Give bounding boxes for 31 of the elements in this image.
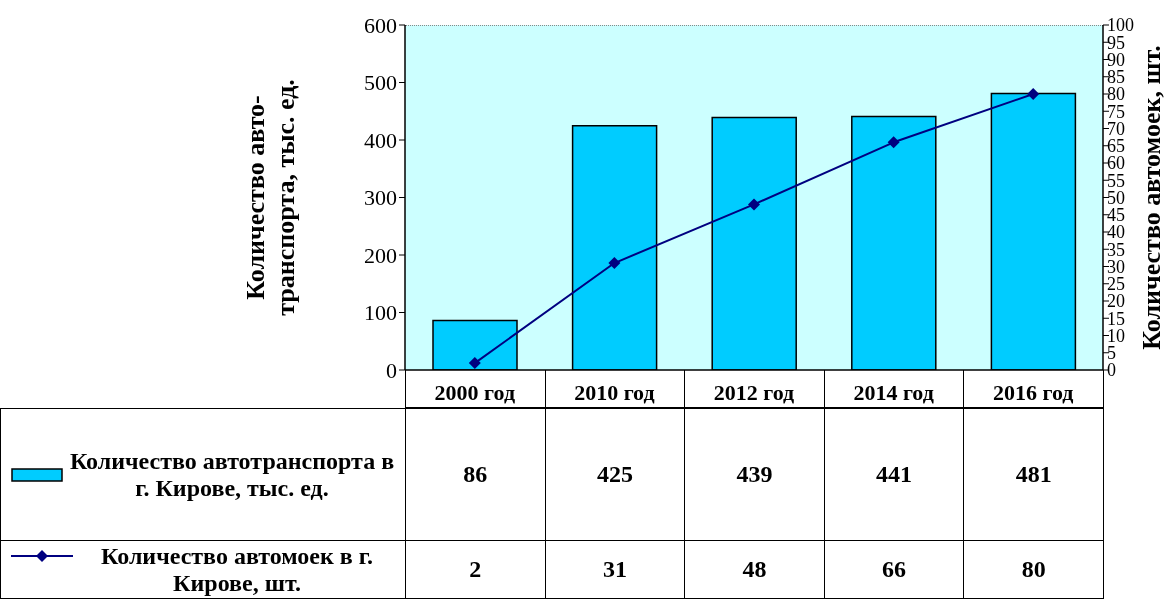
y-axis-title: Количество авто- транспорта, тыс. ед.: [241, 79, 300, 316]
data-label: 48: [684, 540, 825, 599]
legend-label: Количество автотранспорта в г. Кирове, тыс. ед.: [69, 447, 395, 502]
legend-label: Количество автомоек в г. Кирове, шт.: [100, 542, 374, 597]
x-tick-label: 2000 год: [434, 379, 516, 405]
y-tick-label: 600: [364, 12, 397, 38]
y-tick-label: 200: [364, 242, 397, 268]
data-label: 2: [405, 540, 546, 599]
point: [608, 257, 621, 270]
y-tick-label: 400: [364, 127, 397, 153]
x-tick-label: 2014 год: [853, 379, 934, 405]
y-tick-label: 300: [364, 185, 397, 211]
data-label: 80: [963, 540, 1104, 599]
y-tick-label: 0: [386, 357, 397, 383]
data-label: 66: [823, 540, 965, 599]
x-tick-label: 2010 год: [574, 379, 655, 405]
point: [748, 198, 760, 211]
y2-axis-title: Количество автомоек, шт.: [1137, 45, 1166, 350]
data-label: 439: [684, 408, 825, 541]
data-label: 31: [544, 540, 686, 599]
data-label: 86: [405, 408, 546, 541]
y-tick-label: 100: [364, 300, 397, 326]
y-tick-label: 500: [364, 70, 397, 96]
point: [468, 357, 481, 370]
point: [887, 136, 900, 149]
data-label: 441: [823, 408, 965, 541]
x-tick-label: 2012 год: [713, 379, 795, 405]
x-tick-label: 2016 год: [992, 379, 1074, 405]
data-label: 481: [963, 408, 1104, 541]
point: [1027, 88, 1040, 100]
data-label: 425: [544, 408, 686, 541]
